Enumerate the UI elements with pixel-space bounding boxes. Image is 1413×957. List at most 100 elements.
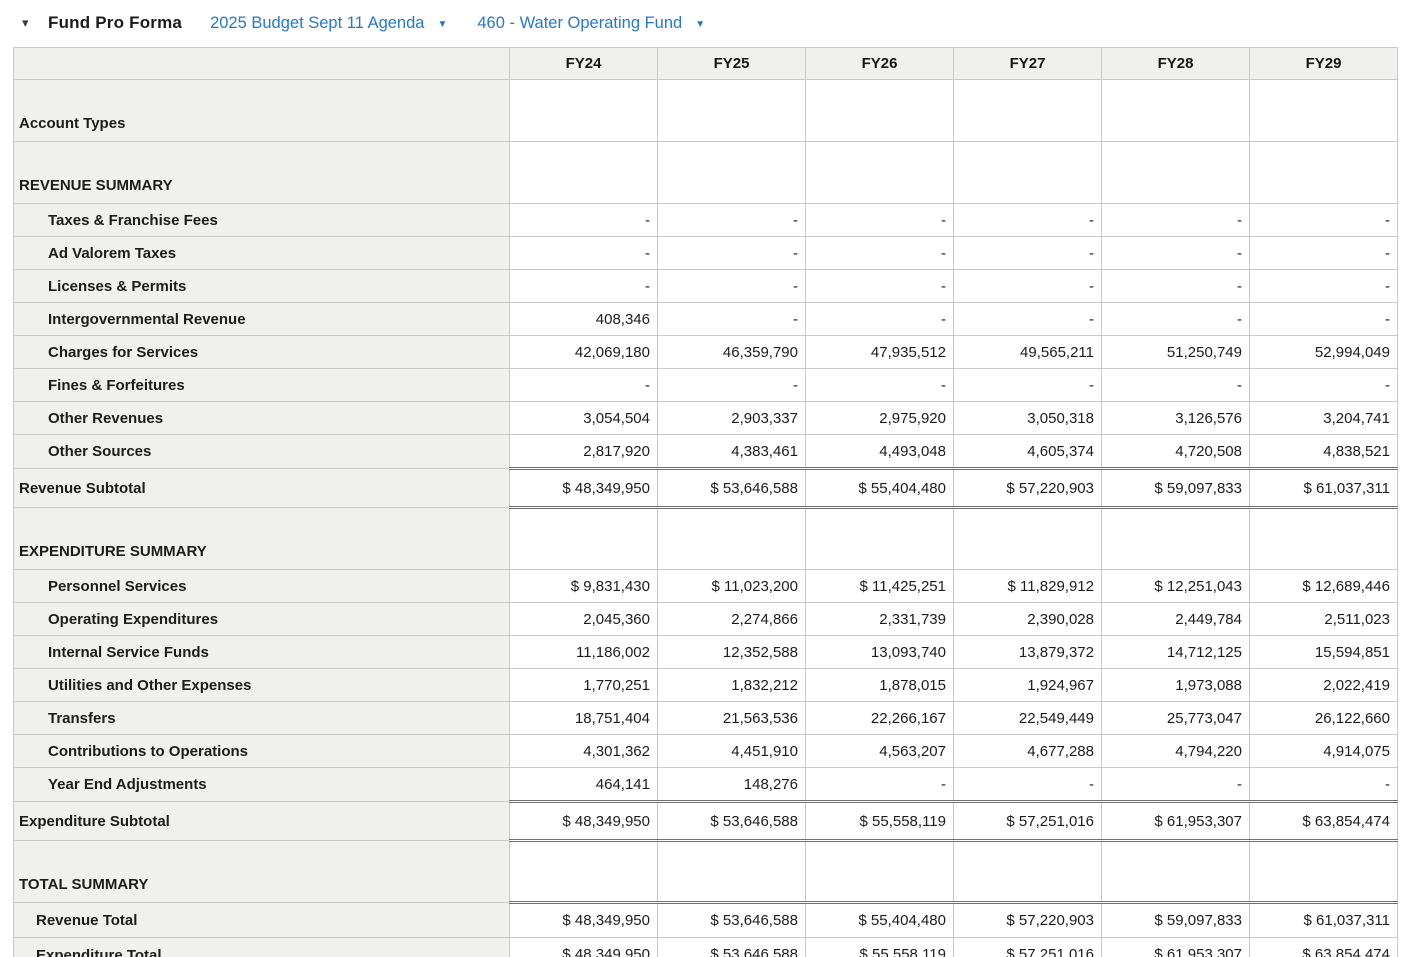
row-label: Other Sources	[13, 434, 510, 469]
cell-FY27	[953, 507, 1102, 570]
cell-FY27: -	[953, 269, 1102, 303]
cell-FY29: 52,994,049	[1249, 335, 1398, 369]
cell-FY25: -	[657, 203, 806, 237]
table-row: Transfers 18,751,404 21,563,536 22,266,167 2…	[13, 701, 1398, 735]
cell-FY27: -	[953, 236, 1102, 270]
cell-FY28: -	[1101, 302, 1250, 336]
cell-FY29: $ 61,037,311	[1249, 467, 1398, 509]
cell-FY28: $ 59,097,833	[1101, 901, 1250, 938]
cell-FY29: -	[1249, 368, 1398, 402]
cell-FY27: 13,879,372	[953, 635, 1102, 669]
table-row: Taxes & Franchise Fees - - - - - -	[13, 203, 1398, 237]
cell-FY27	[953, 141, 1102, 204]
cell-FY26: -	[805, 203, 954, 237]
chevron-down-icon: ▼	[695, 18, 706, 30]
cell-FY24: 2,045,360	[509, 602, 658, 636]
cell-FY26: 4,493,048	[805, 434, 954, 469]
cell-FY26: $ 55,404,480	[805, 901, 954, 938]
row-label: Expenditure Total	[13, 937, 510, 957]
row-label: Revenue Total	[13, 902, 510, 938]
row-label: Expenditure Subtotal	[13, 801, 510, 841]
cell-FY29	[1249, 79, 1398, 142]
column-header-FY29: FY29	[1249, 47, 1398, 80]
table-row: Charges for Services 42,069,180 46,359,790…	[13, 335, 1398, 369]
cell-FY26: 22,266,167	[805, 701, 954, 735]
cell-FY26: -	[805, 368, 954, 402]
table-row: Year End Adjustments 464,141 148,276- - - -	[13, 767, 1398, 802]
cell-FY28: 2,449,784	[1101, 602, 1250, 636]
table-row: Utilities and Other Expenses 1,770,251 1,8…	[13, 668, 1398, 702]
cell-FY29: -	[1249, 236, 1398, 270]
cell-FY27: $ 11,829,912	[953, 569, 1102, 603]
cell-FY28	[1101, 79, 1250, 142]
titlebar: ▾ Fund Pro Forma 2025 Budget Sept 11 Age…	[0, 0, 1413, 47]
cell-FY25: 4,451,910	[657, 734, 806, 768]
cell-FY25: $ 53,646,588	[657, 800, 806, 842]
cell-FY26	[805, 79, 954, 142]
cell-FY27: 4,677,288	[953, 734, 1102, 768]
collapse-caret-icon[interactable]: ▾	[22, 15, 29, 30]
fund-dropdown[interactable]: 460 - Water Operating Fund ▼	[477, 14, 705, 33]
cell-FY25: 4,383,461	[657, 434, 806, 469]
budget-version-dropdown[interactable]: 2025 Budget Sept 11 Agenda ▼	[210, 14, 447, 33]
table-row: Licenses & Permits - - - - - -	[13, 269, 1398, 303]
cell-FY28: -	[1101, 767, 1250, 802]
cell-FY26: -	[805, 269, 954, 303]
cell-FY29: -	[1249, 203, 1398, 237]
cell-FY28: $ 59,097,833	[1101, 467, 1250, 509]
table-header: FY24 FY25 FY26 FY27 FY28 FY29	[13, 47, 1398, 80]
cell-FY24: 3,054,504	[509, 401, 658, 435]
cell-FY24	[509, 840, 658, 903]
row-label: Fines & Forfeitures	[13, 368, 510, 402]
cell-FY28: $ 61,953,307	[1101, 937, 1250, 957]
cell-FY24: $ 48,349,950	[509, 800, 658, 842]
row-label: Licenses & Permits	[13, 269, 510, 303]
cell-FY24	[509, 507, 658, 570]
column-header-row: FY24 FY25 FY26 FY27 FY28 FY29	[13, 47, 1398, 80]
cell-FY29: 26,122,660	[1249, 701, 1398, 735]
row-label: Other Revenues	[13, 401, 510, 435]
cell-FY25: -	[657, 236, 806, 270]
cell-FY26: $ 55,558,119	[805, 800, 954, 842]
cell-FY28	[1101, 141, 1250, 204]
cell-FY26: -	[805, 767, 954, 802]
table-row: Revenue Total $ 48,349,950 $ 53,646,588 $ 5…	[13, 901, 1398, 938]
column-header-FY24: FY24	[509, 47, 658, 80]
row-label: REVENUE SUMMARY	[13, 141, 510, 204]
corner-header-cell	[13, 47, 510, 80]
table-row: Expenditure Total $ 48,349,950 $ 53,646,58…	[13, 937, 1398, 957]
cell-FY25: 2,274,866	[657, 602, 806, 636]
row-label: Utilities and Other Expenses	[13, 668, 510, 702]
table-row: Other Sources 2,817,920 4,383,461 4,493,048…	[13, 434, 1398, 469]
cell-FY27: 3,050,318	[953, 401, 1102, 435]
column-header-FY25: FY25	[657, 47, 806, 80]
cell-FY29: $ 63,854,474	[1249, 800, 1398, 842]
row-label: Account Types	[13, 79, 510, 142]
row-label: Year End Adjustments	[13, 767, 510, 802]
cell-FY24: -	[509, 269, 658, 303]
cell-FY28: 4,794,220	[1101, 734, 1250, 768]
cell-FY27: -	[953, 767, 1102, 802]
cell-FY28: 4,720,508	[1101, 434, 1250, 469]
row-label: Operating Expenditures	[13, 602, 510, 636]
table-row: REVENUE SUMMARY	[13, 141, 1398, 204]
cell-FY28: -	[1101, 203, 1250, 237]
cell-FY27: 4,605,374	[953, 434, 1102, 469]
cell-FY28: -	[1101, 236, 1250, 270]
cell-FY26: 1,878,015	[805, 668, 954, 702]
cell-FY28: 25,773,047	[1101, 701, 1250, 735]
cell-FY27: $ 57,251,016	[953, 800, 1102, 842]
cell-FY29: -	[1249, 767, 1398, 802]
cell-FY25: 12,352,588	[657, 635, 806, 669]
cell-FY24: $ 48,349,950	[509, 937, 658, 957]
cell-FY26: 47,935,512	[805, 335, 954, 369]
cell-FY29: 4,914,075	[1249, 734, 1398, 768]
row-label: Charges for Services	[13, 335, 510, 369]
row-label: Personnel Services	[13, 569, 510, 603]
row-label: EXPENDITURE SUMMARY	[13, 507, 510, 570]
cell-FY28: 1,973,088	[1101, 668, 1250, 702]
cell-FY27: -	[953, 302, 1102, 336]
cell-FY24: $ 9,831,430	[509, 569, 658, 603]
cell-FY25: 148,276	[657, 767, 806, 802]
